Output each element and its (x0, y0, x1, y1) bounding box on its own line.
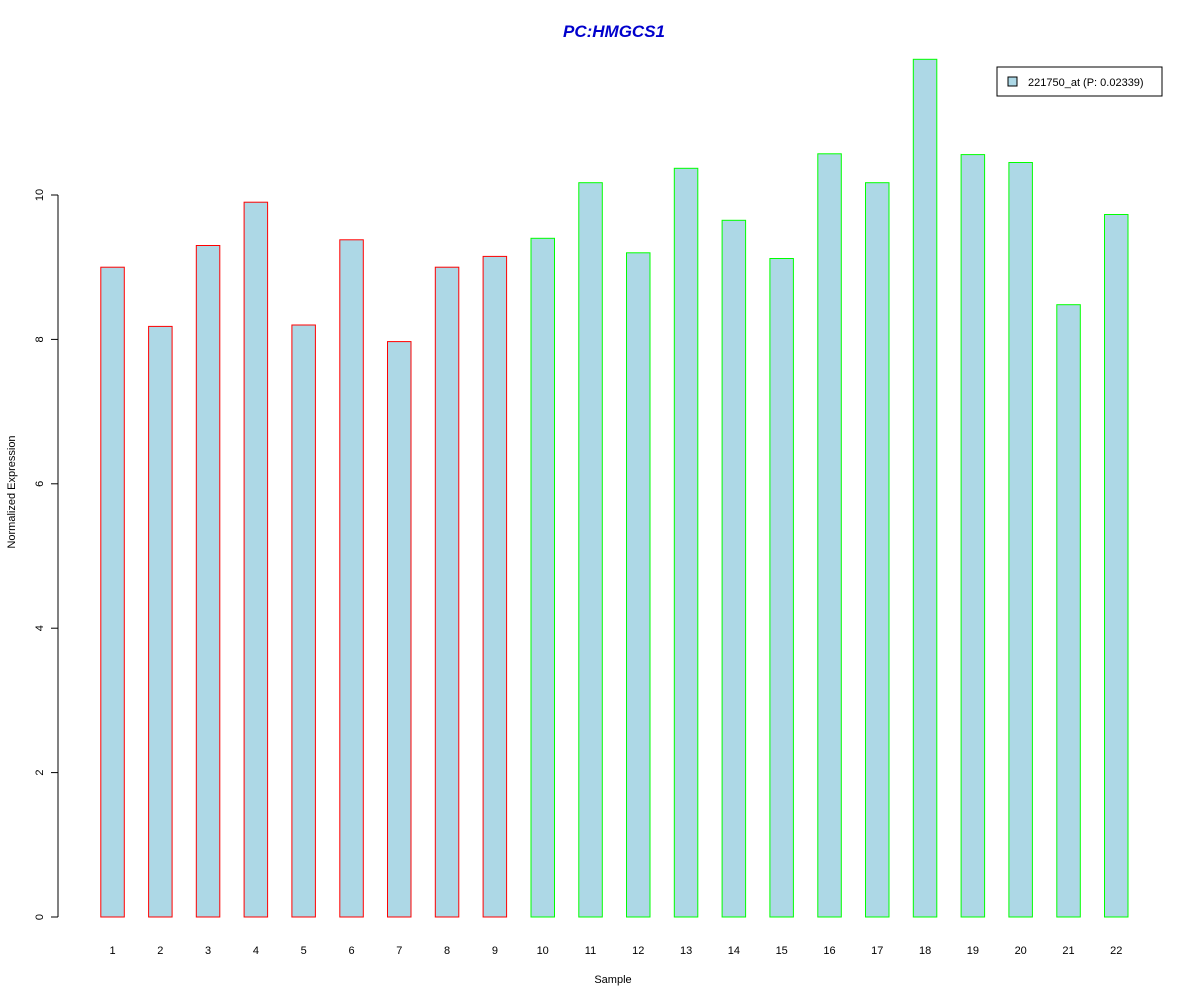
bar (769, 258, 794, 918)
y-axis: 0 2 4 6 8 10 (34, 189, 59, 920)
x-tick-label: 14 (728, 945, 740, 957)
x-tick-label: 10 (537, 945, 549, 957)
bar (1056, 304, 1081, 918)
bar (243, 201, 269, 918)
bar (195, 245, 221, 918)
bars-group (100, 58, 1129, 918)
bar (1104, 214, 1129, 918)
legend-label: 221750_at (P: 0.02339) (1028, 77, 1144, 89)
bar (530, 237, 555, 918)
chart-title: PC:HMGCS1 (563, 22, 665, 41)
legend-box (996, 66, 1163, 97)
x-axis-label: Sample (594, 974, 631, 986)
bar (100, 266, 125, 918)
y-tick-label: 0 (34, 914, 46, 920)
y-tick-label: 4 (34, 625, 46, 631)
bar (721, 219, 747, 918)
bar (434, 266, 460, 918)
x-tick-label: 21 (1062, 945, 1074, 957)
x-tick-label: 13 (680, 945, 692, 957)
x-tick-label: 15 (776, 945, 788, 957)
x-tick-label: 9 (492, 945, 498, 957)
bar (1008, 162, 1033, 918)
x-tick-label: 3 (205, 945, 211, 957)
x-tick-labels: 1 2 3 4 5 6 7 8 9 10 11 12 13 14 15 16 17 18 19 20 21 22 (109, 945, 1122, 957)
bar (626, 252, 651, 918)
x-tick-label: 7 (396, 945, 402, 957)
bar (673, 167, 699, 918)
y-tick-label: 8 (34, 336, 46, 342)
x-tick-label: 17 (871, 945, 883, 957)
bar (291, 324, 316, 918)
x-tick-label: 11 (585, 945, 596, 957)
x-tick-label: 2 (157, 945, 163, 957)
bar (339, 239, 364, 918)
legend-swatch (1007, 76, 1018, 87)
x-tick-label: 22 (1110, 945, 1122, 957)
bar (960, 154, 986, 918)
x-tick-label: 8 (444, 945, 450, 957)
bar (578, 182, 603, 918)
bar (817, 153, 842, 918)
bar (912, 58, 938, 918)
y-tick-label: 6 (34, 481, 46, 487)
bar (148, 325, 173, 918)
y-tick-label: 2 (34, 770, 46, 776)
bar (482, 255, 508, 918)
x-tick-label: 12 (632, 945, 644, 957)
x-tick-label: 16 (823, 945, 835, 957)
bar (865, 182, 890, 918)
x-tick-label: 5 (301, 945, 307, 957)
x-tick-label: 19 (967, 945, 979, 957)
x-tick-label: 20 (1015, 945, 1027, 957)
bar (387, 341, 412, 918)
x-tick-label: 1 (109, 945, 115, 957)
x-tick-label: 4 (253, 945, 259, 957)
legend: 221750_at (P: 0.02339) (996, 66, 1163, 97)
x-tick-label: 6 (348, 945, 354, 957)
x-tick-label: 18 (919, 945, 931, 957)
y-tick-label: 10 (34, 189, 46, 201)
y-axis-label: Normalized Expression (6, 435, 18, 548)
